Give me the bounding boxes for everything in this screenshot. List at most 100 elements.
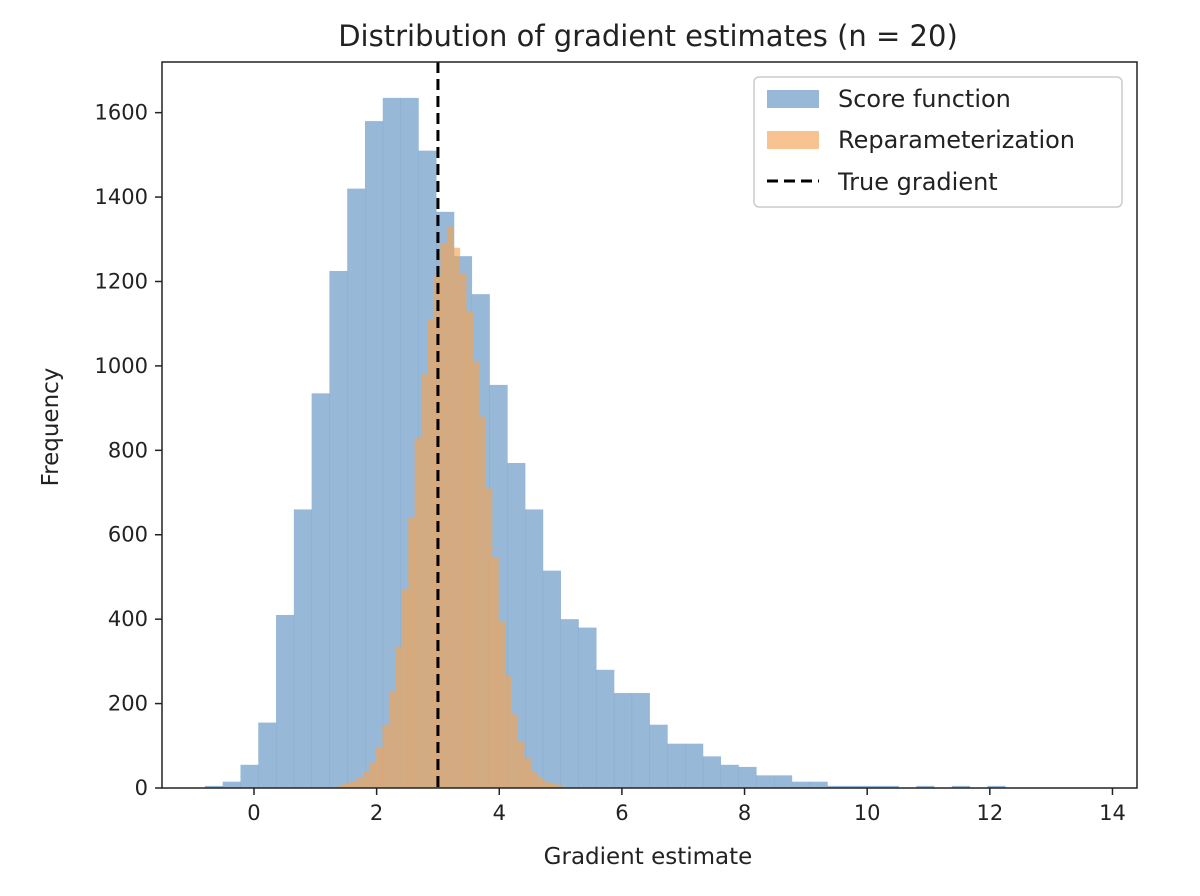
bar <box>791 781 810 788</box>
bar <box>479 416 486 788</box>
y-tick-label: 800 <box>108 438 148 462</box>
bar <box>337 785 345 788</box>
bar <box>578 627 597 788</box>
bar <box>827 785 846 788</box>
bar <box>809 781 828 788</box>
bar <box>845 785 864 788</box>
bar <box>388 690 396 788</box>
y-axis-label: Frequency <box>38 368 64 487</box>
bar <box>347 188 366 788</box>
bar <box>343 783 351 788</box>
bar <box>222 781 241 788</box>
bar <box>649 724 668 788</box>
legend-label-score-function: Score function <box>838 85 1011 113</box>
bar <box>511 714 519 788</box>
x-tick-label: 0 <box>247 801 260 825</box>
bar <box>421 374 428 788</box>
y-tick-label: 400 <box>108 607 148 631</box>
x-tick-label: 4 <box>493 801 506 825</box>
bar <box>773 775 793 788</box>
bar <box>536 777 544 788</box>
bar <box>560 619 579 788</box>
bar <box>685 743 704 788</box>
bar <box>472 361 480 788</box>
legend-label-reparameterization: Reparameterization <box>838 126 1075 154</box>
y-tick-label: 200 <box>108 692 148 716</box>
legend-swatch-score-function <box>767 90 819 108</box>
x-tick-label: 10 <box>854 801 881 825</box>
bar <box>414 437 422 788</box>
bar <box>395 646 403 788</box>
bar <box>240 764 259 788</box>
legend: Score function Reparameterization True g… <box>753 76 1123 208</box>
bar <box>356 777 364 788</box>
legend-label-true-gradient: True gradient <box>837 168 998 196</box>
bar <box>276 614 295 788</box>
bar <box>549 783 557 788</box>
bar <box>504 676 512 788</box>
bar <box>507 462 526 788</box>
bar <box>204 785 224 788</box>
bar <box>631 693 650 788</box>
bar <box>720 764 739 788</box>
bar <box>543 781 551 788</box>
x-tick-label: 14 <box>1099 801 1126 825</box>
y-tick-label: 0 <box>135 776 148 800</box>
y-tick-label: 1600 <box>95 101 148 125</box>
bar <box>466 311 473 788</box>
y-tick-label: 1200 <box>95 269 148 293</box>
bar <box>408 517 416 788</box>
bar <box>525 509 544 788</box>
bar <box>542 570 561 788</box>
x-tick-label: 12 <box>976 801 1003 825</box>
bar <box>446 226 454 788</box>
bar <box>862 785 882 788</box>
bar <box>350 781 358 788</box>
bar <box>376 747 383 788</box>
y-tick-label: 600 <box>108 523 148 547</box>
bar <box>951 785 970 788</box>
bar <box>293 509 313 788</box>
bar <box>916 785 935 788</box>
bar <box>667 743 686 788</box>
bar <box>459 273 467 788</box>
bar <box>311 393 330 788</box>
bar <box>738 766 757 788</box>
bar <box>702 756 722 788</box>
bar <box>517 741 525 788</box>
x-tick-label: 2 <box>370 801 383 825</box>
y-tick-label: 1400 <box>95 185 148 209</box>
y-tick-label: 1000 <box>95 354 148 378</box>
bar <box>382 97 401 788</box>
bar <box>369 762 377 788</box>
bar <box>364 121 384 789</box>
x-axis-ticks: 0 2 4 6 8 10 12 14 <box>247 788 1126 825</box>
bar <box>756 775 775 788</box>
bar <box>556 785 564 788</box>
bar <box>440 243 448 788</box>
x-axis-label: Gradient estimate <box>544 844 753 870</box>
y-axis-ticks: 0 200 400 600 800 1000 1200 1400 1600 <box>95 101 162 800</box>
bar <box>329 270 348 788</box>
bar <box>485 488 493 788</box>
bar <box>613 693 633 788</box>
bar <box>258 722 277 788</box>
legend-box <box>753 76 1123 208</box>
bar <box>363 771 370 788</box>
bar <box>427 319 435 788</box>
chart-title: Distribution of gradient estimates (n = … <box>338 19 958 53</box>
bar <box>453 247 461 789</box>
plot-frame <box>161 61 1138 789</box>
bar <box>401 589 409 788</box>
x-tick-label: 8 <box>738 801 751 825</box>
bar <box>491 557 499 788</box>
legend-swatch-reparameterization <box>767 131 819 149</box>
bar <box>596 669 615 788</box>
x-tick-label: 6 <box>615 801 628 825</box>
plot-area <box>161 61 1138 789</box>
bar <box>382 724 390 788</box>
bar <box>524 758 531 788</box>
bar <box>987 785 1006 788</box>
bar <box>880 785 899 788</box>
